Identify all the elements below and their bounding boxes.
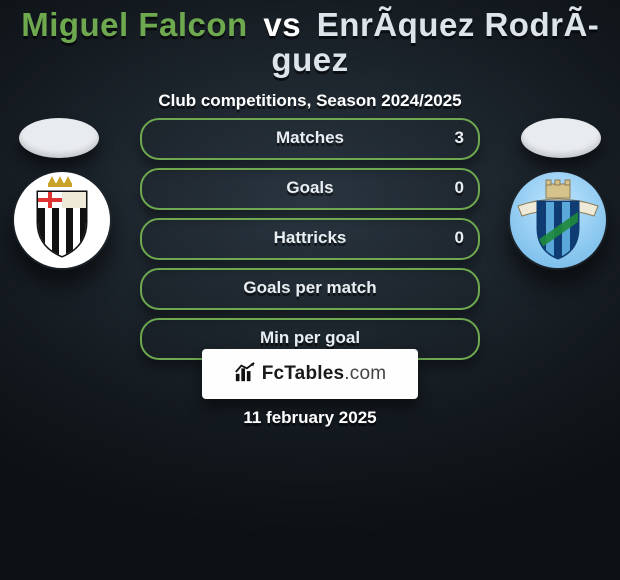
subtitle: Club competitions, Season 2024/2025 [0, 91, 620, 111]
club-badge-right [508, 170, 608, 270]
player1-avatar-placeholder [19, 118, 99, 158]
branding-light: .com [344, 363, 386, 384]
bar-chart-icon [234, 361, 256, 383]
comparison-card: Miguel Falcon vs EnrÃ­quez RodrÃ­guez Cl… [0, 0, 620, 111]
stat-label: Matches [276, 128, 344, 147]
vs-label: vs [263, 6, 301, 43]
club-badge-left [12, 170, 112, 270]
stat-label: Min per goal [260, 328, 360, 347]
branding-bold: FcTables [262, 363, 345, 384]
stat-label: Hattricks [274, 228, 347, 247]
player2-name: EnrÃ­quez RodrÃ­guez [271, 6, 598, 78]
stat-row: Goals per match [140, 268, 480, 310]
date-label: 11 february 2025 [0, 408, 620, 428]
player1-name: Miguel Falcon [21, 6, 248, 43]
branding-box: FcTables.com [202, 349, 418, 399]
title-row: Miguel Falcon vs EnrÃ­quez RodrÃ­guez [0, 0, 620, 77]
stat-row: Goals 0 [140, 168, 480, 210]
stat-row: Matches 3 [140, 118, 480, 160]
stat-value-p2: 3 [455, 120, 464, 156]
stat-label: Goals per match [243, 278, 376, 297]
branding-text: FcTables.com [262, 363, 387, 385]
stat-value-p2: 0 [455, 220, 464, 256]
stat-label: Goals [286, 178, 333, 197]
player2-avatar-placeholder [521, 118, 601, 158]
stat-row: Hattricks 0 [140, 218, 480, 260]
stat-list: Matches 3 Goals 0 Hattricks 0 Goals per … [140, 118, 480, 368]
stat-value-p2: 0 [455, 170, 464, 206]
